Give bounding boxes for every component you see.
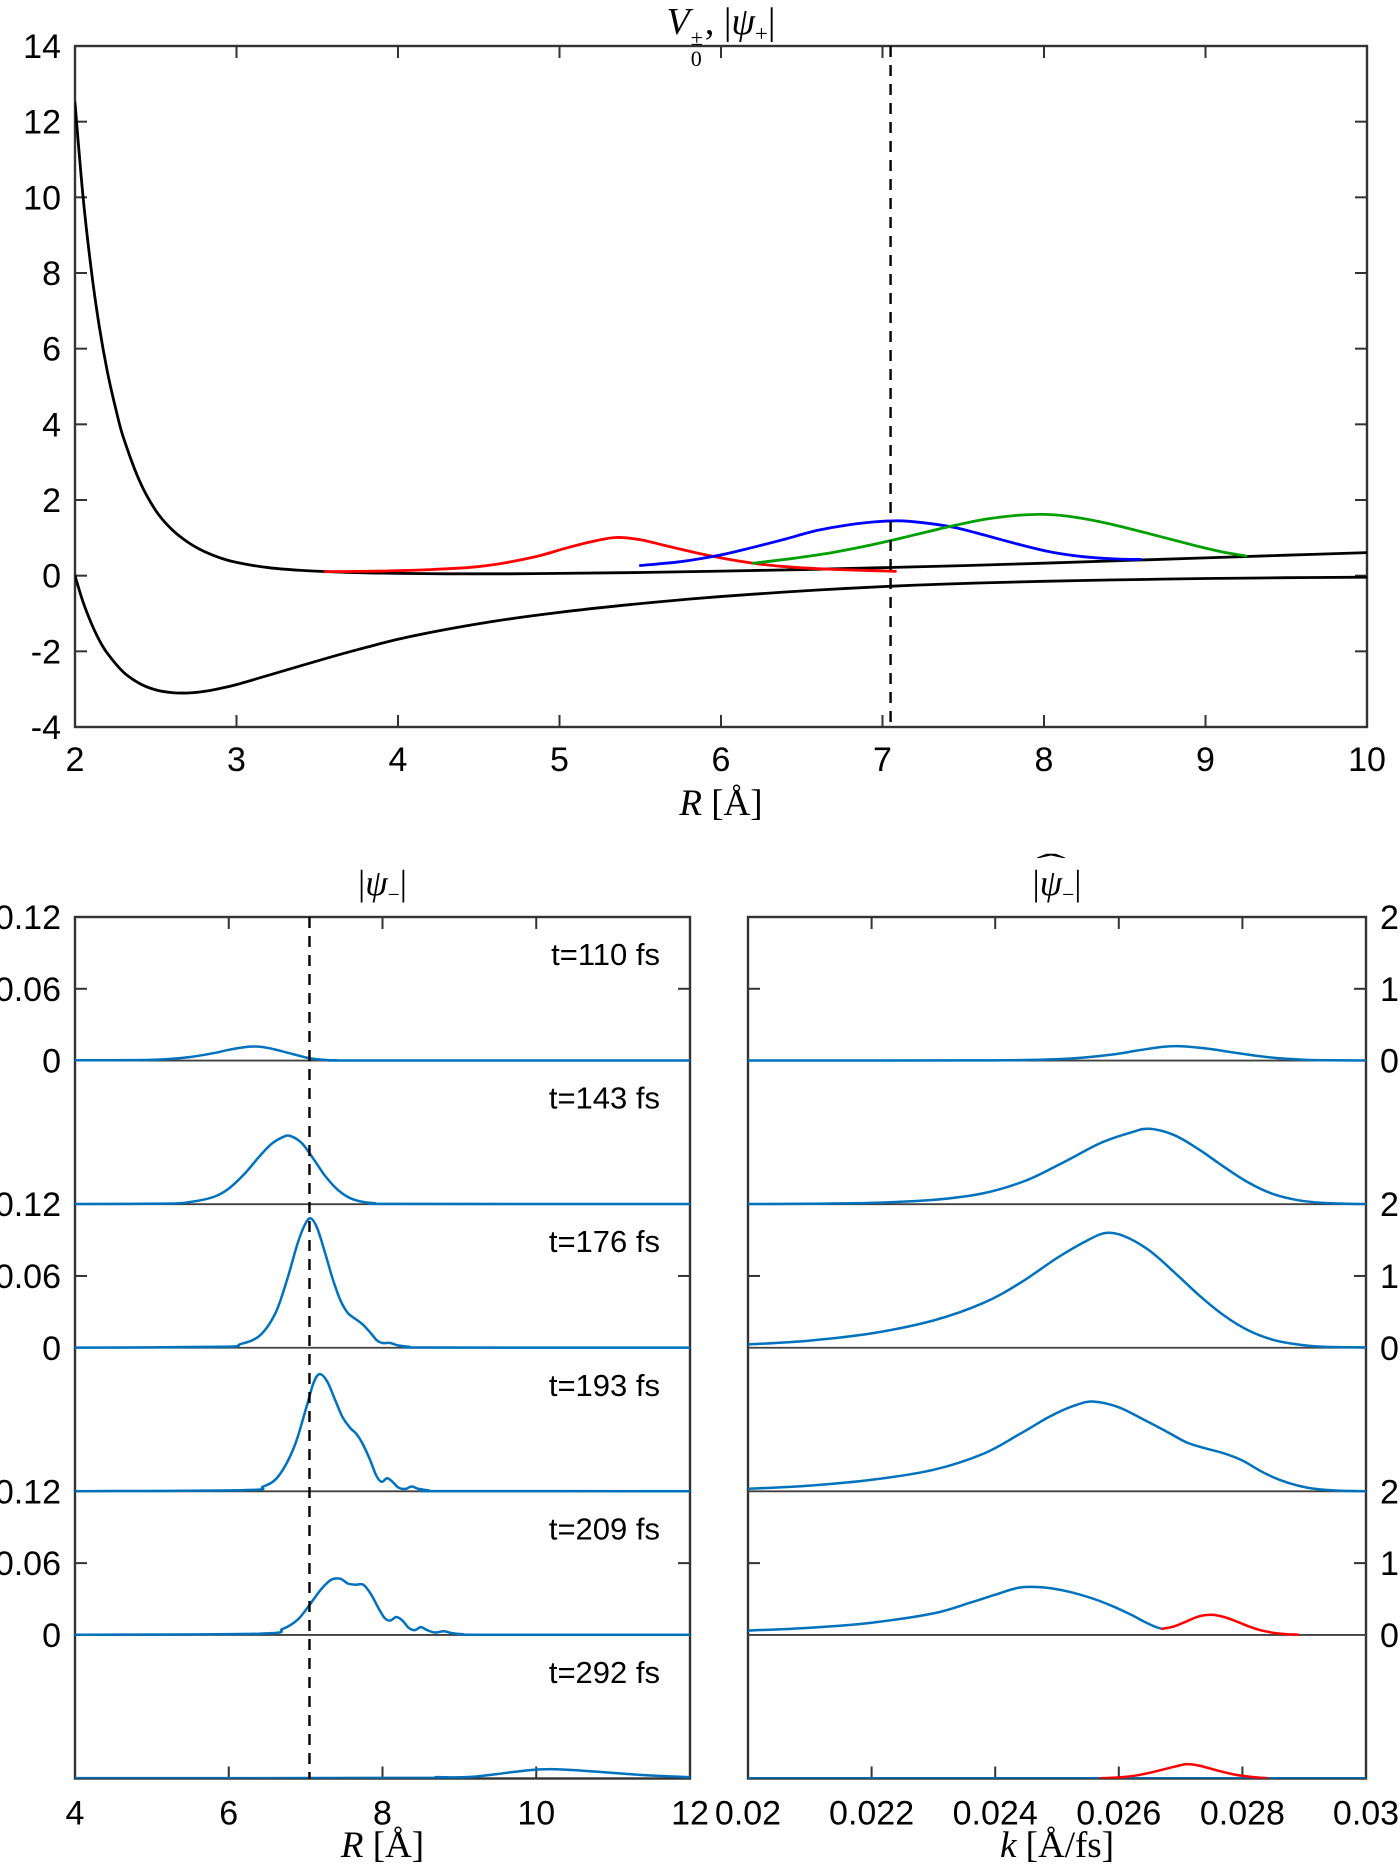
time-label: t=292 fs	[549, 1655, 660, 1690]
y-tick-label: 0.06	[0, 1258, 61, 1296]
y-tick-label: 0	[42, 1617, 61, 1655]
y-tick-label: 0.06	[0, 1545, 61, 1583]
curve-psi-hat-209-blue	[748, 1585, 1164, 1632]
y-tick-label: 0.12	[0, 1473, 61, 1511]
y-tick-label: 2	[1380, 1186, 1399, 1224]
curve-psi-hat-143	[748, 1127, 1366, 1206]
y-tick-label: 1	[1380, 1258, 1399, 1296]
curve-psi-plus-mid-blue	[638, 519, 1143, 567]
top-panel-title: V ±0, |ψ+|	[666, 1, 776, 71]
y-tick-label: 2	[1380, 1473, 1399, 1511]
time-label: t=209 fs	[549, 1511, 660, 1546]
curve-psi-hat-110	[748, 1044, 1366, 1062]
y-tick-label: -4	[31, 709, 61, 747]
x-tick-label: 0.03	[1333, 1795, 1399, 1833]
time-label: t=143 fs	[549, 1081, 660, 1116]
x-tick-label: 0.024	[953, 1795, 1038, 1833]
x-tick-label: 6	[219, 1795, 238, 1833]
x-tick-label: 0.028	[1200, 1795, 1285, 1833]
time-label: t=193 fs	[549, 1368, 660, 1403]
y-tick-label: 0	[42, 1043, 61, 1081]
curve-psi-minus-176	[75, 1217, 690, 1349]
x-tick-label: 8	[1035, 741, 1054, 779]
y-tick-label: 6	[42, 331, 61, 369]
curve-psi-minus-193	[75, 1372, 690, 1493]
x-tick-label: 5	[550, 741, 569, 779]
momentum-panel-title: | ˆ ψ−|	[1032, 849, 1082, 907]
x-tick-label: 4	[389, 741, 408, 779]
time-label: t=110 fs	[551, 937, 660, 972]
hat-accent: ˆ	[1036, 849, 1066, 880]
curve-psi-plus-early-red	[323, 536, 897, 574]
x-tick-label: 9	[1196, 741, 1215, 779]
x-tick-label: 10	[1348, 741, 1386, 779]
y-tick-label: 1	[1380, 1545, 1399, 1583]
x-tick-label: 3	[227, 741, 246, 779]
curve-V-plus-excited-potential	[75, 101, 1367, 576]
y-tick-label: 10	[23, 179, 61, 217]
x-tick-label: 0.02	[715, 1795, 781, 1833]
x-tick-label: 0.026	[1076, 1795, 1161, 1833]
x-tick-label: 7	[873, 741, 892, 779]
y-tick-label: 1	[1380, 971, 1399, 1009]
position-panel-title: |ψ−|	[358, 863, 407, 907]
top-panel-xlabel: R [Å]	[679, 783, 763, 824]
time-label: t=176 fs	[549, 1224, 660, 1259]
y-tick-label: 0.06	[0, 971, 61, 1009]
curve-psi-minus-110	[75, 1045, 690, 1062]
position-panel-xlabel: R [Å]	[340, 1825, 425, 1866]
x-tick-label: 8	[373, 1795, 392, 1833]
y-tick-label: 0	[42, 558, 61, 596]
x-tick-label: 10	[517, 1795, 555, 1833]
curve-psi-hat-209-red	[1160, 1613, 1300, 1636]
y-tick-label: 0.12	[0, 899, 61, 937]
x-tick-label: 2	[66, 741, 85, 779]
y-tick-label: 0	[1380, 1617, 1399, 1655]
x-tick-label: 0.022	[829, 1795, 914, 1833]
curve-psi-minus-292	[75, 1767, 690, 1779]
y-tick-label: 0	[42, 1330, 61, 1368]
y-tick-label: 4	[42, 406, 61, 444]
y-tick-label: 0	[1380, 1330, 1399, 1368]
y-tick-label: 2	[1380, 899, 1399, 937]
y-tick-label: 8	[42, 255, 61, 293]
curve-psi-minus-143	[75, 1134, 690, 1206]
top-panel-frame	[73, 44, 1369, 729]
curve-psi-hat-193	[748, 1400, 1366, 1493]
curve-psi-hat-292-red	[1099, 1762, 1269, 1779]
y-tick-label: 0.12	[0, 1186, 61, 1224]
y-tick-label: 12	[23, 104, 61, 142]
momentum-panel-xlabel: k [Å/fs]	[999, 1825, 1115, 1866]
curve-psi-hat-176	[748, 1231, 1366, 1349]
y-tick-label: 0	[1380, 1043, 1399, 1081]
y-tick-label: -2	[31, 633, 61, 671]
curve-V-minus-ground-potential	[75, 574, 1367, 695]
x-tick-label: 4	[66, 1795, 85, 1833]
x-tick-label: 6	[712, 741, 731, 779]
y-tick-label: 2	[42, 482, 61, 520]
y-tick-label: 14	[23, 28, 61, 66]
curve-psi-minus-209	[75, 1577, 690, 1637]
curve-psi-plus-late-green	[751, 512, 1248, 565]
x-tick-label: 12	[671, 1795, 709, 1833]
